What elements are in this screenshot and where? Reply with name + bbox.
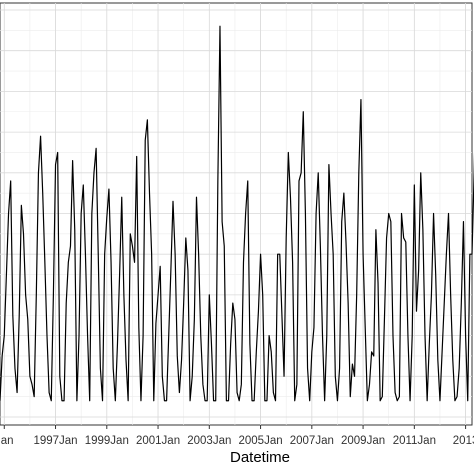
- x-axis-title: Datetime: [230, 449, 290, 466]
- series-layer: [0, 25, 474, 402]
- x-tick-label: Jan: [0, 435, 14, 447]
- x-tick-label: 1999Jan: [85, 435, 129, 447]
- x-tick-label: 2005Jan: [238, 435, 282, 447]
- x-tick-label: 2013: [453, 435, 474, 447]
- series-line: [0, 25, 474, 402]
- x-tick-label: 2007Jan: [290, 435, 334, 447]
- x-axis-ticks: [3, 425, 467, 429]
- x-tick-label: 2003Jan: [187, 435, 231, 447]
- x-tick-label: 2009Jan: [341, 435, 385, 447]
- major-gridlines: [0, 3, 472, 425]
- x-tick-label: 2011Jan: [393, 435, 436, 447]
- x-axis-tick-labels: Jan 1997Jan 1999Jan 2001Jan 2003Jan 2005Jan 20…: [0, 435, 474, 447]
- x-tick-label: 2001Jan: [136, 435, 180, 447]
- x-tick-label: 1997Jan: [33, 435, 77, 447]
